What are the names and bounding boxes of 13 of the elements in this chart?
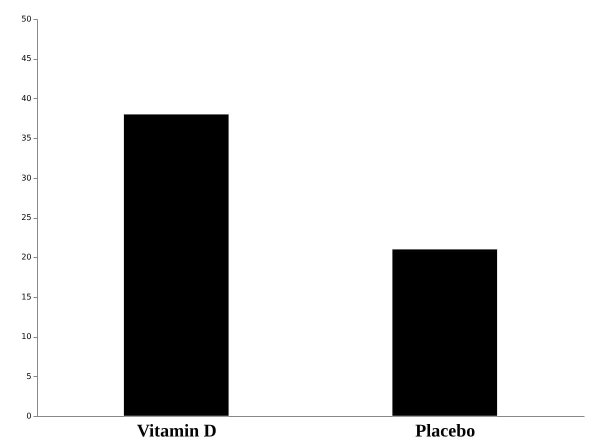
y-tick-label: 20 bbox=[21, 252, 32, 262]
y-tick-label: 15 bbox=[21, 292, 32, 302]
y-tick-label: 50 bbox=[21, 14, 32, 24]
y-tick-label: 40 bbox=[21, 94, 32, 103]
y-tick-label: 25 bbox=[21, 213, 32, 222]
y-tick-label: 5 bbox=[26, 372, 32, 381]
y-tick-label: 30 bbox=[21, 173, 32, 182]
y-tick-label: 10 bbox=[21, 332, 32, 342]
y-tick-label: 35 bbox=[21, 134, 32, 143]
y-tick-label: 45 bbox=[21, 54, 32, 64]
x-tick-label: Vitamin D bbox=[136, 420, 217, 440]
y-tick-label: 0 bbox=[26, 412, 32, 420]
x-tick-label: Placebo bbox=[415, 420, 476, 440]
